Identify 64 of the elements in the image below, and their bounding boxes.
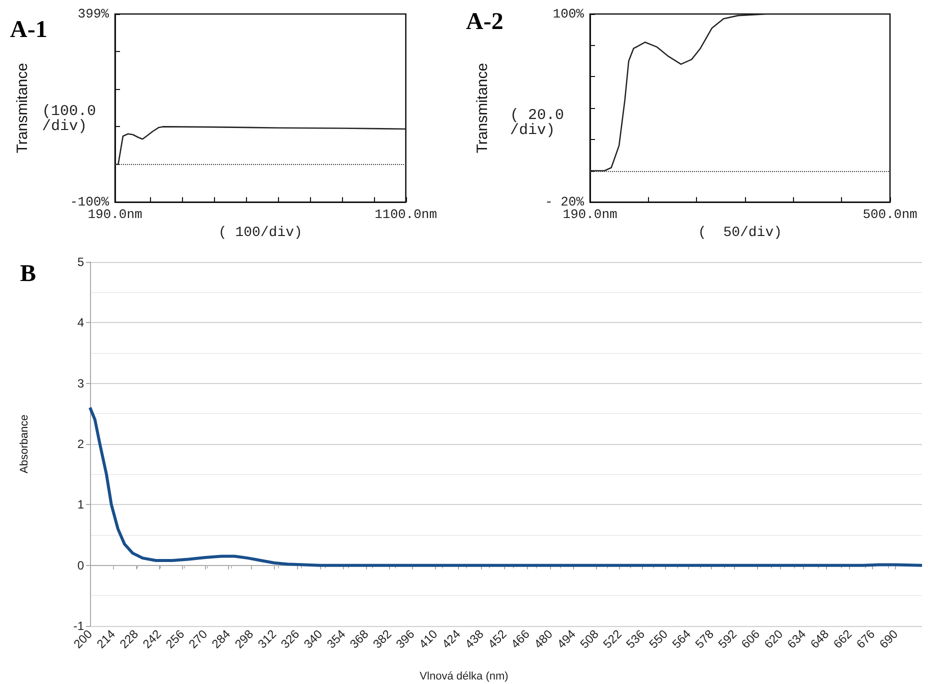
x-tick-label: 256 [162,626,188,652]
x-tick-label: 620 [762,626,786,652]
x-tick-label: 1100.0nm [374,207,438,222]
chart-title: A-2 [466,9,504,35]
x-tick-label: 424 [439,626,464,652]
y-tick-label: 399% [78,6,110,22]
x-tick-label: 298 [232,626,256,652]
x-tick-label: 326 [278,626,302,652]
x-tick-label: 522 [600,626,625,652]
x-tick-label: 690 [876,626,901,652]
x-tick-label: 242 [140,626,164,652]
line-series [88,406,924,567]
chart-title: B [20,261,36,287]
x-tick-label: 676 [854,626,878,652]
x-tick-label: 312 [255,626,280,652]
x-tick-label: 536 [623,626,648,652]
x-axis-title: Vlnová délka (nm) [420,670,508,682]
text: (100.0 /div) [42,103,96,135]
y-tick-label: - 20% [544,194,584,210]
y-tick-label: 4 [77,316,84,330]
x-tick-label: 214 [94,626,118,652]
x-axis-title: ( 50/div) [698,225,782,241]
y-axis-title: Absorbance [18,414,30,474]
x-tick-label: 190.0nm [88,207,143,222]
y-tick-label: 100% [552,6,584,22]
x-tick-label: 500.0nm [862,207,918,222]
y-tick-label: 3 [77,376,84,390]
x-tick-label: 452 [485,626,510,652]
x-tick-label: 228 [116,626,142,652]
x-axis-title: ( 100/div) [218,225,302,241]
x-tick-label: 550 [646,626,671,652]
y-tick-label: 5 [77,255,84,269]
y-axis-title: Transmitance [14,62,31,154]
x-tick-label: 592 [715,626,740,652]
y-tick-label: 0 [77,558,84,572]
line-series [114,126,406,166]
x-tick-label: 466 [508,626,533,652]
x-tick-label: 662 [830,626,855,652]
x-tick-label: 494 [554,626,579,652]
y-tick-label: -100% [70,194,110,210]
text: ( 20.0 /div) [510,107,564,139]
x-tick-label: 284 [209,626,234,652]
x-tick-label: 578 [692,626,717,652]
y-axis-title: Transmitance [474,62,491,154]
x-tick-label: 508 [577,626,602,652]
x-tick-label: 340 [301,626,326,652]
x-tick-label: 396 [393,626,418,652]
x-tick-label: 564 [669,626,694,652]
y-tick-label: 2 [77,437,84,451]
x-tick-label: 606 [738,626,763,652]
x-tick-label: 190.0nm [562,207,618,222]
x-tick-label: 480 [531,626,556,652]
x-tick-label: 438 [462,626,487,652]
y-tick-label: 1 [77,498,84,512]
x-tick-label: 270 [186,626,210,652]
x-tick-label: 354 [324,626,348,652]
x-tick-label: 634 [784,626,809,652]
y-tick-label: -1 [73,619,84,633]
x-tick-label: 368 [347,626,372,652]
line-series [589,13,891,172]
x-tick-label: 648 [808,626,832,652]
chart-title: A-1 [10,17,48,43]
x-tick-label: 410 [416,626,440,652]
x-tick-label: 382 [370,626,394,652]
